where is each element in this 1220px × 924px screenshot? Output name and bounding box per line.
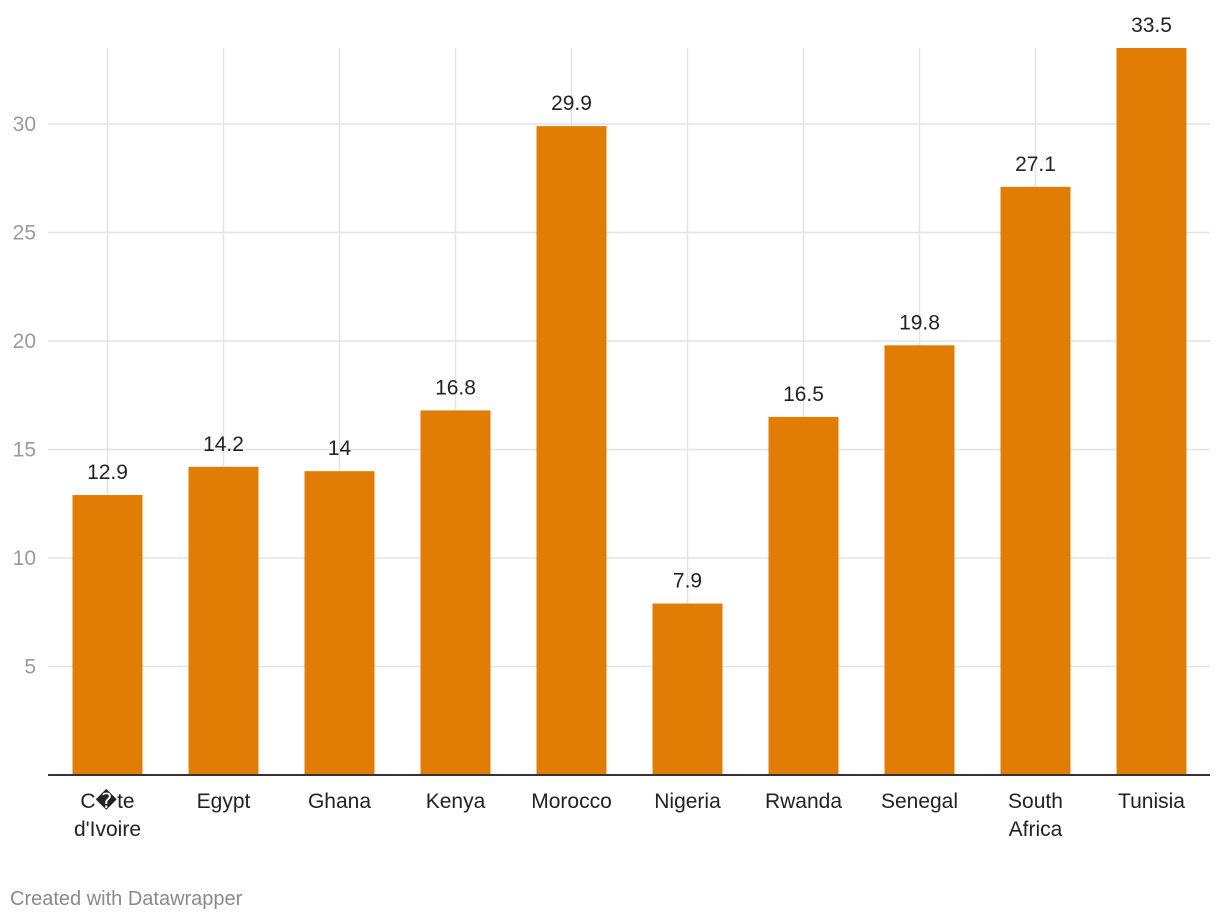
value-label: 16.5 bbox=[783, 383, 824, 406]
bar bbox=[188, 466, 259, 775]
value-label: 16.8 bbox=[435, 376, 476, 399]
value-label: 12.9 bbox=[87, 461, 128, 484]
labels-layer: 5 10 15 20 25 30 12.9 C�te d'Ivoire 14.2 Egypt 14 Gh… bbox=[13, 14, 1186, 841]
y-tick-label: 20 bbox=[13, 330, 36, 353]
y-tick-label: 30 bbox=[13, 113, 36, 136]
footer-credit: Created with Datawrapper bbox=[10, 888, 243, 910]
category-label: South Africa bbox=[1008, 790, 1063, 841]
category-label: Tunisia bbox=[1118, 790, 1185, 813]
category-label: Rwanda bbox=[765, 790, 842, 813]
bar bbox=[420, 410, 491, 775]
bar bbox=[884, 345, 955, 775]
value-label: 19.8 bbox=[899, 311, 940, 334]
category-label-line: Nigeria bbox=[654, 790, 721, 813]
value-label: 27.1 bbox=[1015, 153, 1056, 176]
category-label-line: Morocco bbox=[531, 790, 612, 813]
value-label: 14.2 bbox=[203, 433, 244, 456]
value-label: 7.9 bbox=[673, 570, 702, 593]
category-label-line: Senegal bbox=[881, 790, 958, 813]
category-label-line: Tunisia bbox=[1118, 790, 1185, 813]
bar bbox=[536, 126, 607, 776]
category-label: Ghana bbox=[308, 790, 371, 813]
bar bbox=[1116, 48, 1187, 775]
y-tick-label: 15 bbox=[13, 438, 36, 461]
bar-chart: 5 10 15 20 25 30 12.9 C�te d'Ivoire 14.2 Egypt 14 Gh… bbox=[13, 14, 1210, 841]
category-label-line: South bbox=[1008, 790, 1063, 813]
category-label-line: Rwanda bbox=[765, 790, 842, 813]
bars-layer bbox=[72, 48, 1187, 776]
category-label-line: Egypt bbox=[197, 790, 251, 813]
value-label: 33.5 bbox=[1131, 14, 1172, 37]
category-label: Nigeria bbox=[654, 790, 721, 813]
category-label: Kenya bbox=[426, 790, 486, 813]
chart-svg: 5 10 15 20 25 30 12.9 C�te d'Ivoire 14.2 Egypt 14 Gh… bbox=[13, 14, 1210, 841]
category-label: Egypt bbox=[197, 790, 251, 813]
value-label: 14 bbox=[328, 437, 352, 460]
category-label-line: C�te bbox=[80, 788, 134, 813]
bar bbox=[768, 416, 839, 775]
y-tick-label: 10 bbox=[13, 547, 36, 570]
bar bbox=[652, 603, 723, 775]
y-tick-label: 5 bbox=[24, 655, 36, 678]
category-label-line: Africa bbox=[1009, 818, 1063, 841]
category-label: Senegal bbox=[881, 790, 958, 813]
category-label-line: Ghana bbox=[308, 790, 371, 813]
category-label-line: d'Ivoire bbox=[74, 818, 141, 841]
bar bbox=[1000, 186, 1071, 776]
category-label: C�te d'Ivoire bbox=[74, 788, 141, 841]
value-label: 29.9 bbox=[551, 92, 592, 115]
category-label: Morocco bbox=[531, 790, 612, 813]
bar bbox=[304, 471, 375, 775]
category-label-line: Kenya bbox=[426, 790, 486, 813]
bar bbox=[72, 495, 143, 775]
y-tick-label: 25 bbox=[13, 221, 36, 244]
